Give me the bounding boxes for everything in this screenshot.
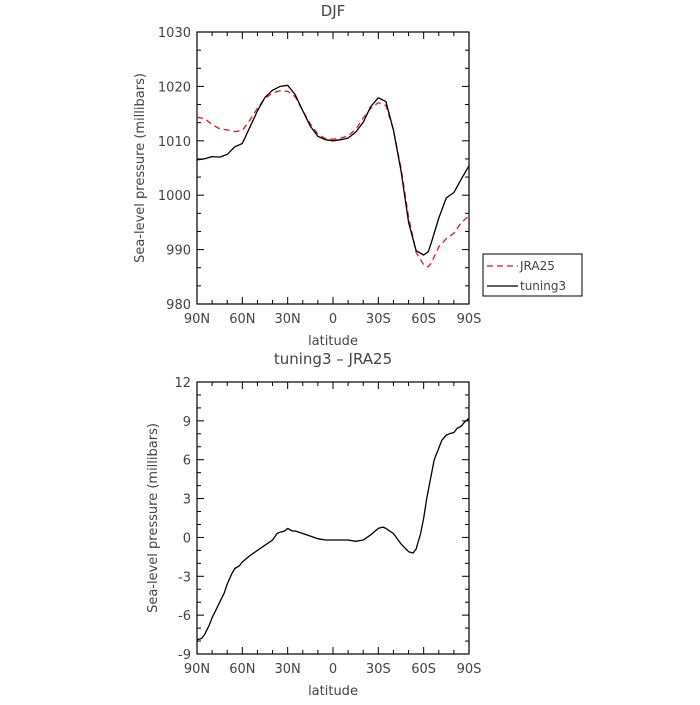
difference-series-lines: [196, 417, 470, 641]
dfj-y-axis-label: Sea-level pressure (millibars): [133, 73, 148, 263]
dfj-y-tick-label: 990: [166, 244, 191, 259]
difference-x-tick-label: 90S: [457, 662, 482, 677]
difference-y-tick-label: 6: [183, 454, 191, 469]
dfj-x-tick-label: 60S: [411, 312, 436, 327]
dfj-y-tick-label: 1000: [158, 189, 191, 204]
dfj-chart: DJF latitude Sea-level pressure (milliba…: [133, 2, 481, 349]
dfj-x-tick-label: 0: [329, 312, 337, 327]
dfj-series-line-tuning3: [196, 84, 470, 256]
difference-y-tick-label: 3: [183, 493, 191, 508]
dfj-y-tick-label: 1030: [158, 26, 191, 41]
dfj-axis-ticks: 90N 60N 30N 0 30S 60S 90S 1030 1020 1010 1000 990 98…: [158, 26, 481, 327]
legend-label-jra25: JRA25: [519, 259, 555, 273]
difference-x-axis-label: latitude: [308, 684, 358, 699]
difference-plot-frame: [196, 381, 470, 655]
dfj-y-tick-label: 1010: [158, 135, 191, 150]
difference-x-tick-label: 30S: [366, 662, 391, 677]
dfj-y-tick-label: 1020: [158, 80, 191, 95]
dfj-series-line-jra25: [196, 90, 470, 268]
dfj-plot-frame: [196, 31, 470, 305]
dfj-y-tick-label: 980: [166, 298, 191, 313]
difference-axis-ticks: 90N 60N 30N 0 30S 60S 90S 12 9 6 3 0 -3 -6 -9: [174, 376, 481, 677]
difference-y-tick-label: -9: [178, 648, 191, 663]
dfj-legend: JRA25 tuning3: [482, 253, 583, 297]
dfj-x-tick-label: 90S: [457, 312, 482, 327]
difference-x-tick-label: 90N: [184, 662, 210, 677]
dfj-x-tick-label: 90N: [184, 312, 210, 327]
difference-y-tick-label: 9: [183, 415, 191, 430]
difference-x-tick-label: 60N: [229, 662, 255, 677]
difference-x-tick-label: 60S: [411, 662, 436, 677]
difference-y-tick-label: -3: [178, 570, 191, 585]
difference-x-tick-label: 0: [329, 662, 337, 677]
difference-y-axis-label: Sea-level pressure (millibars): [146, 423, 161, 613]
legend-label-tuning3: tuning3: [520, 279, 566, 293]
difference-y-tick-label: 12: [174, 376, 191, 391]
difference-series-line-0: [196, 417, 470, 641]
difference-y-tick-label: -6: [178, 609, 191, 624]
dfj-x-tick-label: 60N: [229, 312, 255, 327]
difference-chart-title: tuning3 – JRA25: [274, 350, 392, 368]
legend-box: [482, 253, 583, 297]
dfj-x-axis-label: latitude: [308, 334, 358, 349]
dfj-series-lines: [196, 84, 470, 268]
difference-chart: tuning3 – JRA25 latitude Sea-level press…: [146, 350, 481, 699]
difference-y-tick-label: 0: [183, 531, 191, 546]
difference-x-tick-label: 30N: [275, 662, 301, 677]
dfj-x-tick-label: 30N: [275, 312, 301, 327]
dfj-chart-title: DJF: [321, 2, 346, 20]
dfj-x-tick-label: 30S: [366, 312, 391, 327]
